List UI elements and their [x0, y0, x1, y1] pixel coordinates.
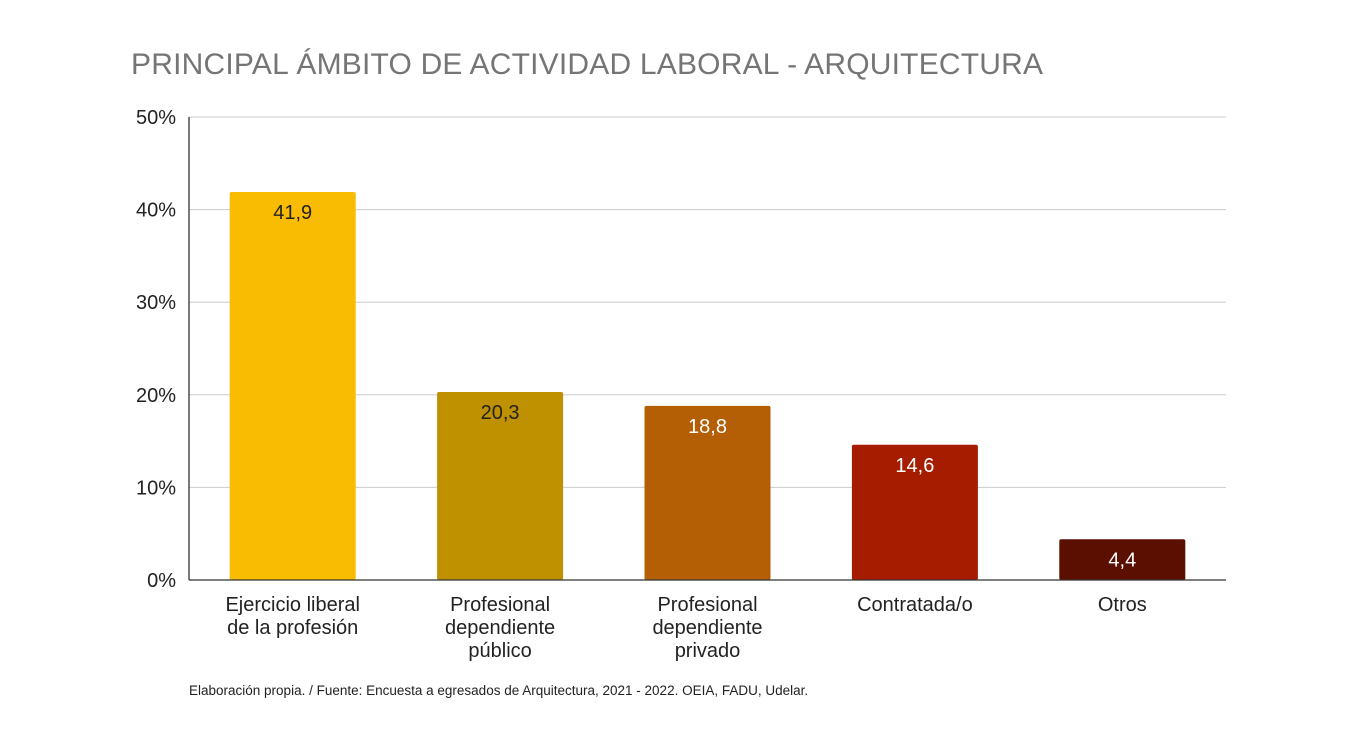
x-tick-label-line: privado — [675, 640, 741, 662]
x-tick-label-line: de la profesión — [227, 617, 358, 639]
y-tick-label: 20% — [136, 385, 176, 407]
y-tick-label: 10% — [136, 477, 176, 499]
x-tick-label-line: dependiente — [652, 617, 762, 639]
grid-lines — [189, 116, 1226, 488]
bar — [644, 405, 771, 580]
x-tick-label-line: Otros — [1098, 594, 1147, 616]
x-tick-label-line: Profesional — [657, 594, 757, 616]
data-label: 4,4 — [1108, 549, 1136, 571]
bar — [851, 444, 978, 580]
y-axis-tick-labels: 0% 10% 20% 30% 40% 50% — [136, 107, 176, 592]
data-label: 14,6 — [895, 455, 934, 477]
x-tick-label-line: Profesional — [450, 594, 550, 616]
data-label: 18,8 — [688, 416, 727, 438]
bars — [229, 192, 1186, 581]
x-tick-label-line: Contratada/o — [857, 594, 973, 616]
x-tick-label: Otros — [1098, 594, 1147, 616]
x-axis-tick-labels: Ejercicio liberal de la profesión Profesio… — [225, 594, 1146, 662]
data-label: 41,9 — [273, 202, 312, 224]
x-tick-label: Profesional dependiente público — [445, 594, 555, 662]
x-tick-label: Profesional dependiente privado — [652, 594, 762, 662]
source-note: Elaboración propia. / Fuente: Encuesta a… — [189, 683, 809, 698]
x-tick-label-line: dependiente — [445, 617, 555, 639]
bar — [1059, 539, 1186, 580]
x-tick-label-line: Ejercicio liberal — [225, 594, 360, 616]
data-label: 20,3 — [481, 402, 520, 424]
y-tick-label: 40% — [136, 200, 176, 222]
chart-title: PRINCIPAL ÁMBITO DE ACTIVIDAD LABORAL - … — [131, 48, 1044, 81]
x-tick-label: Ejercicio liberal de la profesión — [225, 594, 360, 639]
x-tick-label-line: público — [468, 640, 531, 662]
bar — [229, 192, 356, 581]
x-tick-label: Contratada/o — [857, 594, 973, 616]
bar — [437, 392, 564, 580]
y-tick-label: 50% — [136, 107, 176, 129]
y-tick-label: 30% — [136, 292, 176, 314]
data-labels: 41,9 20,3 18,8 14,6 4,4 — [273, 202, 1136, 571]
y-tick-label: 0% — [147, 570, 176, 592]
